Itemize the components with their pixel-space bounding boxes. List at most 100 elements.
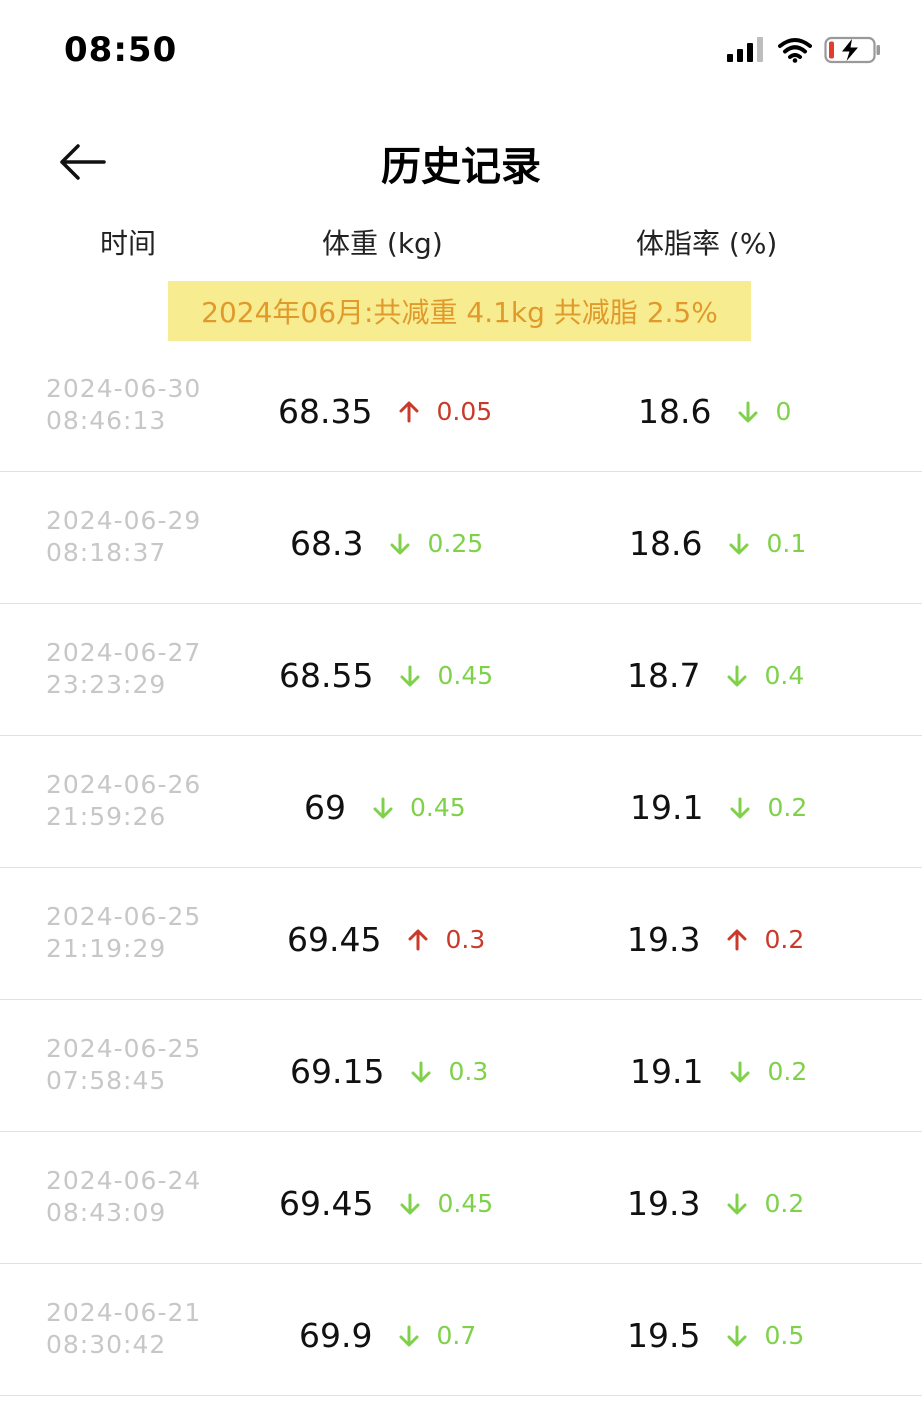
body-fat-value: 19.3 [627, 1184, 701, 1223]
arrow-down-icon [400, 1193, 420, 1214]
record-date: 2024-06-25 [46, 902, 202, 931]
status-icons [726, 36, 882, 64]
arrow-down-icon [400, 665, 420, 686]
record-row[interactable]: 2024-06-21 08:30:42 69.9 0.7 19.5 0.5 [0, 1264, 922, 1396]
weight-delta: 0.05 [436, 397, 493, 426]
body-fat-delta: 0.5 [764, 1321, 805, 1350]
body-fat-value: 19.1 [630, 1052, 704, 1091]
arrow-down-icon [727, 1325, 747, 1346]
body-fat-cell: 19.3 0.2 [627, 920, 804, 959]
column-header-weight: 体重 (kg) [322, 227, 443, 260]
body-fat-value: 18.6 [629, 524, 703, 563]
weight-cell: 69.45 0.45 [279, 1184, 493, 1223]
arrow-down-icon [738, 401, 758, 422]
weight-cell: 69.9 0.7 [299, 1316, 476, 1355]
body-fat-value: 19.1 [630, 788, 704, 827]
body-fat-delta: 0.2 [764, 925, 805, 954]
weight-value: 69.9 [299, 1316, 373, 1355]
body-fat-delta: 0.1 [766, 529, 807, 558]
record-date: 2024-06-30 [46, 374, 202, 403]
record-date: 2024-06-21 [46, 1298, 202, 1327]
body-fat-value: 19.5 [627, 1316, 701, 1355]
body-fat-cell: 19.1 0.2 [630, 788, 807, 827]
weight-value: 68.3 [290, 524, 364, 563]
record-date: 2024-06-29 [46, 506, 202, 535]
body-fat-value: 18.7 [627, 656, 701, 695]
weight-delta: 0.45 [410, 793, 466, 822]
body-fat-cell: 18.7 0.4 [627, 656, 804, 695]
record-date: 2024-06-24 [46, 1166, 202, 1195]
body-fat-delta: 0.2 [767, 1057, 808, 1086]
weight-value: 69 [304, 788, 346, 827]
record-row[interactable]: 2024-06-29 08:18:37 68.3 0.25 18.6 0.1 [0, 472, 922, 604]
record-row[interactable]: 2024-06-27 23:23:29 68.55 0.45 18.7 0.4 [0, 604, 922, 736]
arrow-down-icon [399, 1325, 419, 1346]
arrow-up-icon [727, 929, 747, 950]
weight-delta: 0.45 [437, 661, 494, 690]
status-time: 08:50 [64, 30, 178, 70]
body-fat-cell: 19.1 0.2 [630, 1052, 807, 1091]
wifi-icon [778, 38, 812, 63]
weight-cell: 68.55 0.45 [279, 656, 493, 695]
weight-value: 69.45 [287, 920, 382, 959]
record-date: 2024-06-26 [46, 770, 202, 799]
record-list: 2024-06-30 08:46:13 68.35 0.05 18.6 0 2024-06-… [0, 340, 922, 1396]
page-title: 历史记录 [381, 144, 541, 190]
record-time: 23:23:29 [46, 670, 167, 699]
record-time: 08:18:37 [46, 538, 167, 567]
body-fat-cell: 18.6 0 [638, 392, 791, 431]
weight-delta: 0.25 [427, 529, 484, 558]
weight-value: 68.35 [278, 392, 373, 431]
record-row[interactable]: 2024-06-25 07:58:45 69.15 0.3 19.1 0.2 [0, 1000, 922, 1132]
column-header-body-fat: 体脂率 (%) [636, 227, 778, 260]
body-fat-cell: 19.3 0.2 [627, 1184, 804, 1223]
weight-value: 69.45 [279, 1184, 374, 1223]
arrow-down-icon [727, 1193, 747, 1214]
body-fat-delta: 0.4 [764, 661, 805, 690]
body-fat-delta: 0.2 [764, 1189, 805, 1218]
status-bar: 08:50 [0, 0, 922, 100]
weight-value: 68.55 [279, 656, 374, 695]
record-time: 08:43:09 [46, 1198, 167, 1227]
back-button[interactable] [54, 138, 110, 186]
body-fat-value: 19.3 [627, 920, 701, 959]
arrow-down-icon [730, 1061, 750, 1082]
weight-cell: 68.35 0.05 [278, 392, 492, 431]
record-row[interactable]: 2024-06-25 21:19:29 69.45 0.3 19.3 0.2 [0, 868, 922, 1000]
arrow-down-icon [730, 797, 750, 818]
record-date: 2024-06-27 [46, 638, 202, 667]
body-fat-cell: 19.5 0.5 [627, 1316, 804, 1355]
weight-cell: 68.3 0.25 [290, 524, 483, 563]
weight-cell: 69.45 0.3 [287, 920, 485, 959]
arrow-down-icon [727, 665, 747, 686]
monthly-summary-banner: 2024年06月:共减重 4.1kg 共减脂 2.5% [168, 281, 751, 341]
cellular-signal-icon [727, 37, 763, 62]
arrow-down-icon [373, 797, 393, 818]
record-time: 08:46:13 [46, 406, 167, 435]
back-arrow-icon [60, 144, 106, 180]
record-time: 08:30:42 [46, 1330, 167, 1359]
record-row[interactable]: 2024-06-24 08:43:09 69.45 0.45 19.3 0.2 [0, 1132, 922, 1264]
weight-delta: 0.3 [445, 925, 486, 954]
arrow-down-icon [411, 1061, 431, 1082]
weight-delta: 0.7 [436, 1321, 477, 1350]
column-header-time: 时间 [100, 227, 157, 260]
record-row[interactable]: 2024-06-26 21:59:26 69 0.45 19.1 0.2 [0, 736, 922, 868]
nav-bar: 历史记录 [0, 120, 922, 204]
record-time: 07:58:45 [46, 1066, 167, 1095]
record-row[interactable]: 2024-06-30 08:46:13 68.35 0.05 18.6 0 [0, 340, 922, 472]
body-fat-delta: 0 [775, 397, 792, 426]
arrow-up-icon [399, 401, 419, 422]
arrow-down-icon [390, 533, 410, 554]
weight-cell: 69 0.45 [304, 788, 466, 827]
arrow-down-icon [729, 533, 749, 554]
weight-delta: 0.3 [448, 1057, 489, 1086]
record-time: 21:19:29 [46, 934, 167, 963]
body-fat-cell: 18.6 0.1 [629, 524, 806, 563]
battery-charging-icon [824, 36, 880, 64]
body-fat-value: 18.6 [638, 392, 712, 431]
arrow-up-icon [408, 929, 428, 950]
record-time: 21:59:26 [46, 802, 167, 831]
weight-delta: 0.45 [437, 1189, 494, 1218]
body-fat-delta: 0.2 [767, 793, 808, 822]
